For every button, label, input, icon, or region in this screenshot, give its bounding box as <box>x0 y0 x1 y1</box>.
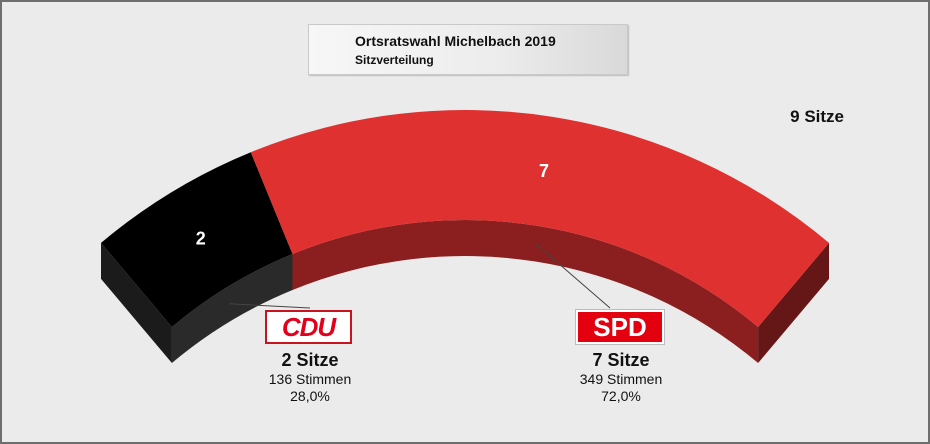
arc-front-cdu <box>171 254 293 363</box>
total-seats-label: 9 Sitze <box>790 107 844 126</box>
seat-label-spd: 7 <box>539 161 549 181</box>
cdu-result: 2 Sitze 136 Stimmen 28,0% <box>225 350 395 405</box>
spd-result: 7 Sitze 349 Stimmen 72,0% <box>536 350 706 405</box>
seat-label-cdu: 2 <box>196 229 206 249</box>
spd-votes: 349 Stimmen <box>579 371 663 387</box>
cdu-votes: 136 Stimmen <box>268 371 352 387</box>
arc-segment-cdu <box>101 152 293 327</box>
cdu-logo-text: CDU <box>281 311 336 342</box>
spd-logo-text: SPD <box>593 311 647 342</box>
spd-logo: SPD <box>575 309 665 345</box>
arc-segment-spd <box>250 110 830 328</box>
cdu-logo: CDU <box>265 310 352 344</box>
title-box: Ortsratswahl Michelbach 2019 Sitzverteil… <box>308 24 628 75</box>
leader-line-cdu <box>229 303 311 309</box>
arc-end-right <box>758 242 829 363</box>
spd-seats: 7 Sitze <box>592 350 650 370</box>
chart-subtitle: Sitzverteilung <box>355 53 434 67</box>
chart-title: Ortsratswahl Michelbach 2019 <box>355 33 556 49</box>
leader-line-spd <box>535 243 611 309</box>
arc-front-spd <box>292 220 759 363</box>
arc-end-left <box>101 242 172 363</box>
spd-percent: 72,0% <box>601 388 641 404</box>
cdu-percent: 28,0% <box>290 388 330 404</box>
cdu-seats: 2 Sitze <box>281 350 339 370</box>
